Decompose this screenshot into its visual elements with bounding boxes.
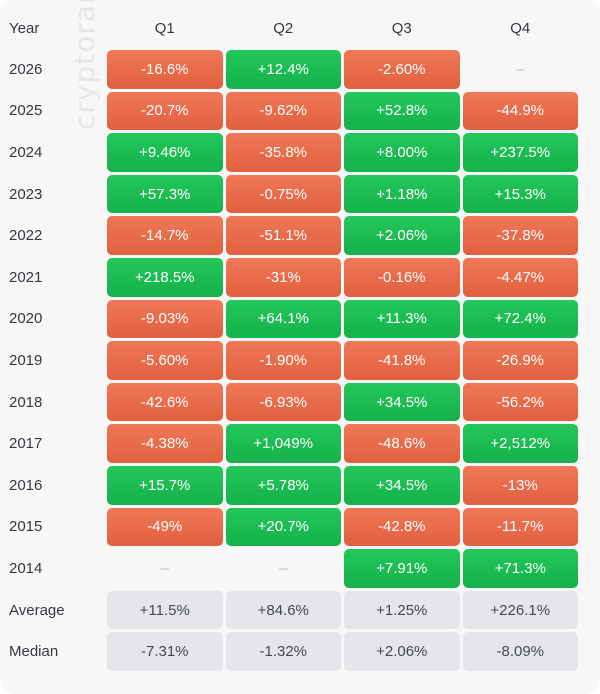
year-label: 2016 [9, 476, 43, 494]
summary-label: Median [9, 643, 59, 661]
return-cell: +71.3% [462, 549, 578, 588]
summary-cell: -7.31% [107, 632, 223, 671]
return-cell: -16.6% [107, 50, 223, 89]
year-label: 2019 [9, 351, 43, 369]
return-cell: +2,512% [462, 424, 578, 463]
year-label: 2015 [9, 518, 43, 536]
return-cell: +7.91% [344, 549, 460, 588]
return-cell: -42.6% [107, 382, 223, 422]
return-cell: +72.4% [462, 299, 578, 339]
summary-row: Median -7.31% -1.32% +2.06% -8.09% [3, 632, 578, 671]
table-row: 2020 -9.03% +64.1% +11.3% +72.4% [3, 299, 578, 339]
return-cell: -44.9% [462, 91, 578, 131]
return-cell: -56.2% [462, 382, 578, 422]
return-cell: +1.18% [344, 174, 460, 214]
return-cell: +12.4% [225, 50, 341, 89]
table-row: 2014 – – +7.91% +71.3% [3, 549, 578, 588]
return-cell: -5.60% [107, 341, 223, 380]
return-cell: +9.46% [107, 133, 223, 172]
return-cell: -6.93% [225, 382, 341, 422]
year-label: 2022 [9, 227, 43, 245]
return-cell: -26.9% [462, 341, 578, 380]
table-row: 2023 +57.3% -0.75% +1.18% +15.3% [3, 174, 578, 214]
table-row: 2018 -42.6% -6.93% +34.5% -56.2% [3, 382, 578, 422]
return-cell: -4.38% [107, 424, 223, 463]
return-cell: +8.00% [344, 133, 460, 172]
year-label: 2023 [9, 185, 43, 203]
return-cell: -2.60% [344, 50, 460, 89]
table-row: 2026 -16.6% +12.4% -2.60% – [3, 50, 578, 89]
return-cell: +5.78% [225, 465, 341, 505]
table-row: 2021 +218.5% -31% -0.16% -4.47% [3, 257, 578, 297]
return-cell: -4.47% [462, 257, 578, 297]
summary-label: Average [9, 601, 65, 619]
return-cell: +15.3% [462, 174, 578, 214]
return-cell: +64.1% [225, 299, 341, 339]
year-label: 2025 [9, 102, 43, 120]
return-cell: +34.5% [344, 465, 460, 505]
year-label: 2018 [9, 393, 43, 411]
table-body: 2026 -16.6% +12.4% -2.60% –2025 -20.7% -9.62% +… [3, 50, 578, 671]
summary-cell: +226.1% [462, 590, 578, 630]
return-cell: -0.16% [344, 257, 460, 297]
return-cell: – [516, 60, 525, 78]
return-cell: -35.8% [225, 133, 341, 172]
return-cell: -37.8% [462, 216, 578, 255]
column-header-q1: Q1 [154, 19, 175, 37]
year-label: 2020 [9, 310, 43, 328]
summary-cell: +84.6% [225, 590, 341, 630]
return-cell: +34.5% [344, 382, 460, 422]
return-cell: -13% [462, 465, 578, 505]
return-cell: +15.7% [107, 465, 223, 505]
return-cell: -31% [225, 257, 341, 297]
year-label: 2017 [9, 435, 43, 453]
return-cell: -1.90% [225, 341, 341, 380]
summary-row: Average +11.5% +84.6% +1.25% +226.1% [3, 590, 578, 630]
column-header-q2: Q2 [273, 19, 294, 37]
return-cell: -51.1% [225, 216, 341, 255]
return-cell: – [279, 559, 288, 577]
table-row: 2025 -20.7% -9.62% +52.8% -44.9% [3, 91, 578, 131]
column-header-q3: Q3 [391, 19, 412, 37]
table-row: 2022 -14.7% -51.1% +2.06% -37.8% [3, 216, 578, 255]
year-label: 2021 [9, 268, 43, 286]
table-row: 2019 -5.60% -1.90% -41.8% -26.9% [3, 341, 578, 380]
table-row: 2017 -4.38% +1,049% -48.6% +2,512% [3, 424, 578, 463]
table-row: 2024 +9.46% -35.8% +8.00% +237.5% [3, 133, 578, 172]
return-cell: +2.06% [344, 216, 460, 255]
return-cell: -20.7% [107, 91, 223, 131]
summary-cell: -8.09% [462, 632, 578, 671]
table-row: 2015 -49% +20.7% -42.8% -11.7% [3, 507, 578, 547]
year-label: 2026 [9, 60, 43, 78]
return-cell: – [160, 559, 169, 577]
return-cell: -49% [107, 507, 223, 547]
summary-cell: +1.25% [344, 590, 460, 630]
summary-cell: +2.06% [344, 632, 460, 671]
return-cell: -41.8% [344, 341, 460, 380]
return-cell: -9.62% [225, 91, 341, 131]
year-label: 2024 [9, 143, 43, 161]
header-row: Year Q1 Q2 Q3 Q4 [3, 9, 578, 47]
return-cell: -0.75% [225, 174, 341, 214]
return-cell: +218.5% [107, 257, 223, 297]
return-cell: +20.7% [225, 507, 341, 547]
return-cell: +52.8% [344, 91, 460, 131]
year-label: 2014 [9, 559, 43, 577]
return-cell: +57.3% [107, 174, 223, 214]
summary-cell: +11.5% [107, 590, 223, 630]
return-cell: -9.03% [107, 299, 223, 339]
return-cell: -42.8% [344, 507, 460, 547]
return-cell: +11.3% [344, 299, 460, 339]
column-header-q4: Q4 [510, 19, 531, 37]
return-cell: -14.7% [107, 216, 223, 255]
summary-cell: -1.32% [225, 632, 341, 671]
column-header-year: Year [9, 19, 40, 37]
quarterly-returns-table: Year Q1 Q2 Q3 Q4 2026 -16.6% +12.4% -2.60% –… [0, 6, 581, 674]
return-cell: -48.6% [344, 424, 460, 463]
return-cell: +1,049% [225, 424, 341, 463]
return-cell: -11.7% [462, 507, 578, 547]
return-cell: +237.5% [462, 133, 578, 172]
table-row: 2016 +15.7% +5.78% +34.5% -13% [3, 465, 578, 505]
